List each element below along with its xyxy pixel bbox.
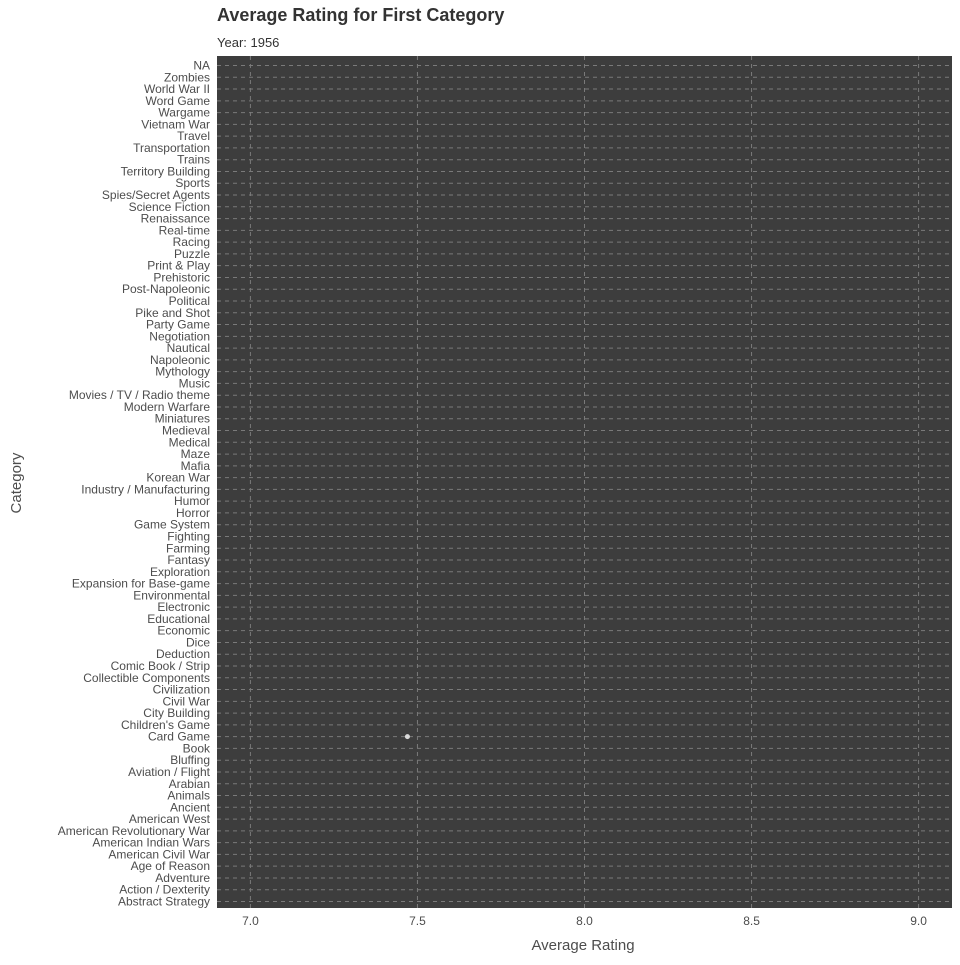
y-tick-label: Electronic [157, 600, 210, 614]
x-axis-label: Average Rating [531, 937, 634, 954]
y-tick-label: Ancient [170, 800, 211, 814]
y-tick-label: Racing [173, 235, 210, 249]
y-tick-label: Adventure [155, 871, 210, 885]
y-tick-label: NA [193, 59, 210, 73]
y-tick-label: Deduction [156, 647, 210, 661]
y-tick-label: Pike and Shot [135, 306, 210, 320]
x-tick-label: 7.5 [409, 914, 426, 928]
y-tick-label: American Revolutionary War [58, 824, 210, 838]
y-tick-label: Aviation / Flight [128, 765, 210, 779]
y-tick-label: American Civil War [108, 847, 210, 861]
y-tick-label: Industry / Manufacturing [81, 482, 210, 496]
y-tick-label: Comic Book / Strip [111, 659, 211, 673]
chart-title: Average Rating for First Category [217, 5, 505, 25]
y-tick-label: Music [179, 376, 210, 390]
y-tick-label: Educational [147, 612, 210, 626]
y-tick-label: Civilization [153, 683, 210, 697]
y-tick-label: Mafia [181, 459, 211, 473]
y-tick-label: Exploration [150, 565, 210, 579]
y-tick-label: Post-Napoleonic [122, 282, 210, 296]
x-tick-labels: 7.0 7.5 8.0 8.5 9.0 [242, 914, 927, 928]
y-tick-label: Fantasy [167, 553, 210, 567]
y-tick-label: Miniatures [155, 412, 210, 426]
y-tick-label: Political [169, 294, 210, 308]
y-tick-label: Arabian [169, 777, 210, 791]
y-tick-label: Horror [176, 506, 210, 520]
y-gridlines [217, 65, 952, 902]
y-tick-label: Dice [186, 635, 210, 649]
x-gridlines [249, 56, 920, 908]
y-tick-label: Humor [174, 494, 210, 508]
y-tick-label: Word Game [146, 94, 211, 108]
y-tick-label: Medieval [162, 424, 210, 438]
y-tick-label: Renaissance [141, 212, 211, 226]
y-tick-label: Civil War [162, 694, 210, 708]
y-tick-label: Travel [177, 129, 210, 143]
y-tick-label: Trains [177, 153, 210, 167]
y-tick-label: World War II [144, 82, 210, 96]
y-tick-label: Zombies [164, 70, 210, 84]
y-tick-label: Environmental [133, 588, 210, 602]
x-tick-label: 8.0 [576, 914, 593, 928]
x-tick-label: 7.0 [242, 914, 259, 928]
x-tick-label: 8.5 [743, 914, 760, 928]
y-tick-label: Economic [157, 624, 210, 638]
data-points [404, 734, 410, 740]
x-tick-label: 9.0 [910, 914, 927, 928]
y-tick-label: Sports [175, 176, 210, 190]
y-tick-label: Bluffing [170, 753, 210, 767]
y-tick-label: Vietnam War [141, 117, 210, 131]
y-tick-label: Spies/Secret Agents [102, 188, 210, 202]
y-tick-label: American West [129, 812, 211, 826]
y-tick-label: Expansion for Base-game [72, 577, 210, 591]
chart-subtitle: Year: 1956 [217, 35, 280, 50]
y-tick-label: Animals [167, 789, 210, 803]
y-tick-label: Medical [169, 435, 210, 449]
y-tick-label: Napoleonic [150, 353, 210, 367]
y-tick-label: Age of Reason [131, 859, 210, 873]
y-tick-label: Movies / TV / Radio theme [69, 388, 210, 402]
y-tick-label: American Indian Wars [92, 836, 210, 850]
y-tick-label: Maze [181, 447, 211, 461]
y-tick-label: Party Game [146, 318, 210, 332]
y-tick-label: Action / Dexterity [119, 883, 210, 897]
y-tick-label: Abstract Strategy [118, 895, 210, 909]
y-tick-label: Real-time [159, 223, 211, 237]
y-tick-label: Card Game [148, 730, 210, 744]
y-tick-label: Book [183, 741, 211, 755]
y-tick-label: Fighting [167, 529, 210, 543]
y-tick-label: Print & Play [147, 259, 210, 273]
y-tick-label: Wargame [158, 106, 210, 120]
y-tick-label: Modern Warfare [124, 400, 211, 414]
data-point [404, 734, 410, 740]
y-tick-label: Collectible Components [83, 671, 210, 685]
y-tick-label: Puzzle [174, 247, 210, 261]
y-tick-label: Farming [166, 541, 210, 555]
y-tick-label: Negotiation [149, 329, 210, 343]
y-axis-label: Category [8, 452, 25, 513]
y-tick-label: Territory Building [121, 164, 210, 178]
y-tick-label: Nautical [167, 341, 210, 355]
y-tick-label: Children's Game [121, 718, 210, 732]
y-tick-label: City Building [143, 706, 210, 720]
y-tick-label: Game System [134, 518, 210, 532]
y-tick-label: Science Fiction [129, 200, 210, 214]
y-tick-label: Mythology [155, 365, 210, 379]
y-tick-label: Transportation [133, 141, 210, 155]
y-tick-label: Korean War [146, 471, 210, 485]
y-tick-label: Prehistoric [153, 270, 210, 284]
